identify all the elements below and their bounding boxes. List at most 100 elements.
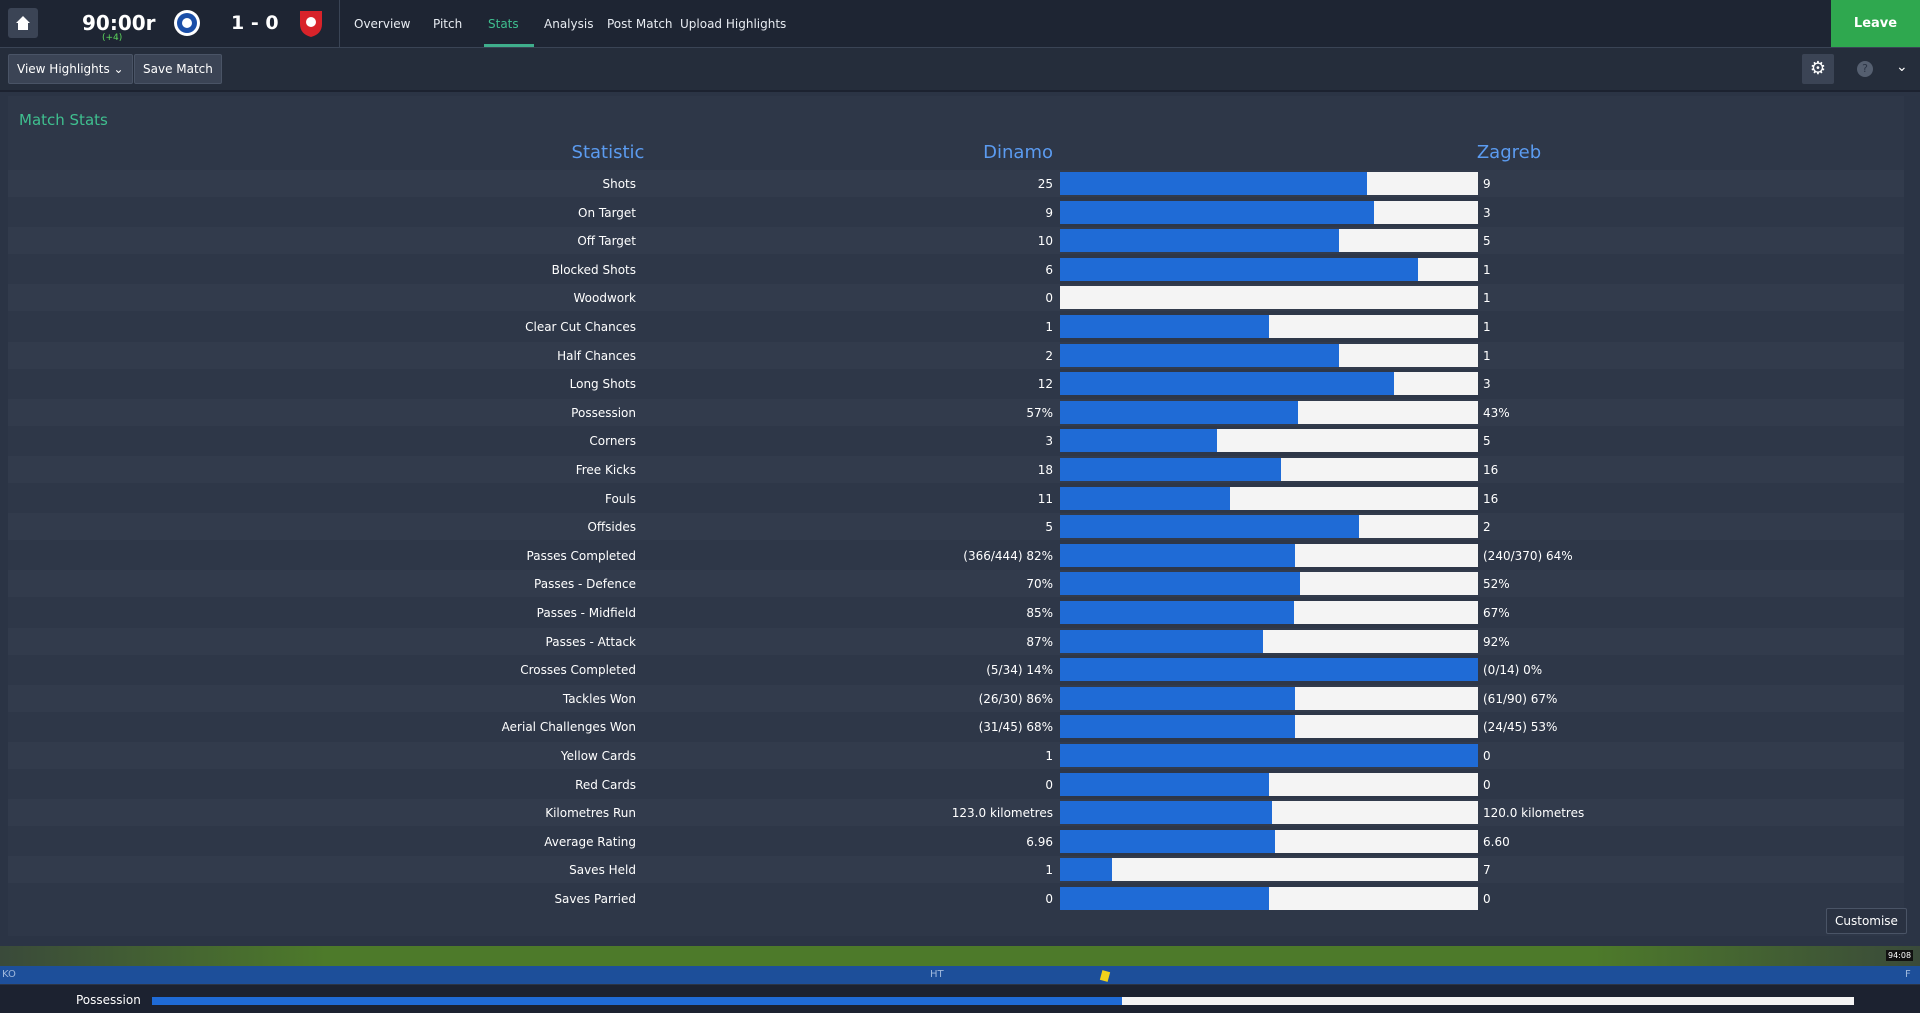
stats-panel: Match Stats Statistic Dinamo Zagreb Shot… [8, 96, 1907, 936]
customise-button[interactable]: Customise [1826, 908, 1907, 934]
away-value: (0/14) 0% [1483, 663, 1543, 678]
home-bar [1060, 343, 1339, 367]
home-bar [1060, 372, 1395, 396]
away-value: 120.0 kilometres [1483, 806, 1585, 821]
stat-label: On Target [578, 205, 636, 220]
away-value: 67% [1483, 606, 1510, 620]
home-value: 12 [1037, 377, 1053, 392]
home-value: (31/45) 68% [978, 720, 1053, 735]
nav-tab[interactable]: Upload Highlights [680, 17, 787, 31]
nav-tab[interactable]: Overview [354, 17, 411, 31]
home-value: 0 [1045, 291, 1053, 306]
home-bar [1060, 744, 1478, 767]
timeline: KO HT F [0, 966, 1920, 984]
away-value: 3 [1483, 205, 1491, 220]
home-bar [1060, 829, 1275, 853]
nav-tab[interactable]: Post Match [607, 17, 673, 31]
menu-chevron[interactable]: ⌄ [1896, 59, 1908, 75]
toolbar: View Highlights ⌄ Save Match ⚙ ? ⌄ [0, 48, 1920, 92]
home-bar [1060, 715, 1295, 739]
home-value: 85% [1026, 606, 1053, 620]
stat-label: Tackles Won [562, 691, 636, 706]
stat-label: Passes - Defence [534, 577, 636, 592]
help-button[interactable]: ? [1857, 61, 1873, 77]
home-value: 57% [1026, 405, 1053, 420]
stat-label: Kilometres Run [545, 806, 636, 821]
away-value: 5 [1483, 234, 1491, 249]
footer: Possession [0, 985, 1920, 1013]
stat-label: Passes - Midfield [536, 606, 636, 620]
home-value: 18 [1037, 463, 1053, 477]
stat-label: Free Kicks [575, 463, 636, 477]
stat-label: Long Shots [569, 377, 636, 392]
top-bar: 90:00r (+4) 1 - 0 Overview Pitch Stats Anal… [0, 0, 1920, 78]
home-bar [1060, 315, 1269, 338]
home-bar [1060, 658, 1478, 682]
stat-label: Crosses Completed [520, 663, 636, 678]
stat-label: Woodwork [573, 291, 636, 306]
yellow-card-event [1099, 970, 1111, 982]
nav-tab[interactable]: Pitch [433, 17, 463, 31]
home-bar [1060, 200, 1374, 224]
home-bar [1060, 543, 1295, 567]
nav-tab[interactable]: Analysis [544, 17, 594, 31]
home-value: 1 [1045, 749, 1053, 763]
nav-tab[interactable]: Stats [488, 17, 519, 31]
home-bar [1060, 772, 1269, 796]
home-value: 11 [1037, 491, 1053, 506]
away-value: 0 [1483, 777, 1491, 792]
home-value: 10 [1037, 234, 1053, 249]
home-bar [1060, 257, 1419, 281]
column-statistic: Statistic [571, 142, 645, 163]
home-value: (5/34) 14% [986, 663, 1053, 678]
home-value: 123.0 kilometres [951, 806, 1053, 821]
stat-label: Yellow Cards [560, 749, 636, 763]
away-value: 0 [1483, 892, 1491, 906]
full-time-label: F [1905, 969, 1911, 980]
away-bar [1060, 286, 1478, 310]
settings-button[interactable]: ⚙ [1802, 54, 1834, 84]
home-bar [1060, 229, 1339, 253]
away-value: 1 [1483, 291, 1491, 306]
home-bar [1060, 486, 1231, 510]
away-value: 1 [1483, 262, 1491, 277]
away-value: 5 [1483, 434, 1491, 449]
home-value: 25 [1037, 177, 1053, 191]
home-bar [1060, 601, 1294, 624]
stat-label: Red Cards [575, 777, 636, 792]
away-value: 3 [1483, 377, 1491, 392]
view-highlights-button[interactable]: View Highlights ⌄ [8, 54, 133, 84]
stat-label: Blocked Shots [551, 262, 636, 277]
home-bar [1060, 801, 1272, 825]
possession-bar [152, 997, 1854, 1005]
home-button[interactable] [8, 8, 38, 38]
home-value: 5 [1045, 520, 1053, 535]
home-bar [1060, 572, 1300, 596]
stat-label: Half Chances [557, 348, 636, 363]
home-bar [1060, 515, 1359, 539]
column-home: Dinamo [983, 142, 1053, 163]
leave-match-button[interactable]: Leave Match [1831, 0, 1920, 78]
home-value: 70% [1026, 577, 1053, 592]
home-value: 0 [1045, 777, 1053, 792]
away-value: 52% [1483, 577, 1510, 592]
save-match-button[interactable]: Save Match [134, 54, 222, 84]
away-value: (61/90) 67% [1483, 691, 1558, 706]
stat-label: Passes Completed [526, 548, 636, 563]
home-value: 9 [1045, 205, 1053, 220]
home-bar [1060, 858, 1113, 882]
clock: 90:00r [82, 11, 156, 35]
home-value: 0 [1045, 892, 1053, 906]
home-value: 1 [1045, 863, 1053, 878]
away-value: (24/45) 53% [1483, 720, 1558, 735]
home-value: 1 [1045, 320, 1053, 334]
away-value: 0 [1483, 749, 1491, 763]
away-value: 7 [1483, 863, 1491, 878]
stat-label: Off Target [577, 234, 636, 249]
away-value: (240/370) 64% [1483, 548, 1573, 563]
away-value: 16 [1483, 463, 1499, 477]
possession-label: Possession [76, 993, 141, 1007]
divider [339, 0, 340, 47]
stat-label: Aerial Challenges Won [501, 720, 636, 735]
